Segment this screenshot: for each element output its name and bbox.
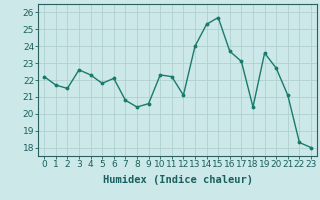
X-axis label: Humidex (Indice chaleur): Humidex (Indice chaleur): [103, 175, 252, 185]
